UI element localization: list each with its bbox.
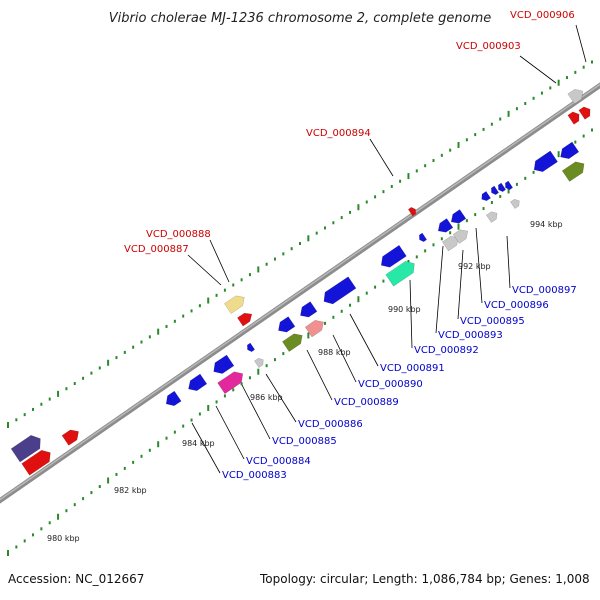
gene-feature xyxy=(323,276,357,305)
gene-feature xyxy=(237,312,253,327)
leader-line xyxy=(575,24,587,63)
gene-feature xyxy=(407,207,416,217)
gene-feature xyxy=(485,211,498,223)
chromosome-backbone xyxy=(0,82,600,504)
gene-label: VCD_000889 xyxy=(334,397,399,408)
gene-label: VCD_000897 xyxy=(512,285,577,296)
gene-feature xyxy=(481,191,491,202)
gene-feature xyxy=(385,260,415,287)
leader-line xyxy=(506,235,511,289)
gene-feature xyxy=(437,218,454,233)
gene-label: VCD_000903 xyxy=(456,41,521,52)
gene-feature xyxy=(561,161,585,182)
tick-label: 980 kbp xyxy=(47,534,80,543)
gene-feature xyxy=(300,301,318,318)
gene-feature xyxy=(567,111,580,125)
gene-feature xyxy=(188,373,208,391)
gene-feature xyxy=(304,320,324,338)
gene-labels: VCD_000906 VCD_000903 VCD_000894 VCD_000888… xyxy=(124,10,577,481)
leader-line xyxy=(215,405,245,460)
leader-line xyxy=(306,349,333,401)
gene-feature xyxy=(254,357,264,368)
tick-label: 984 kbp xyxy=(182,439,215,448)
leader-line xyxy=(332,334,357,383)
leader-line xyxy=(519,55,557,84)
gene-label: VCD_000887 xyxy=(124,244,189,255)
leader-line xyxy=(187,254,222,286)
gene-label: VCD_000890 xyxy=(358,379,423,390)
gene-feature xyxy=(282,333,303,352)
accession-text: Accession: NC_012667 xyxy=(8,572,145,586)
tick-label: 988 kbp xyxy=(318,348,351,357)
leader-line xyxy=(349,313,379,367)
gene-label: VCD_000893 xyxy=(438,330,503,341)
gene-features xyxy=(10,88,591,476)
gene-label: VCD_000883 xyxy=(222,470,287,481)
gene-feature xyxy=(567,88,584,105)
leader-line xyxy=(191,422,221,474)
gene-feature xyxy=(491,185,500,195)
gene-feature xyxy=(213,354,235,374)
tick-labels: 980 kbp 982 kbp 984 kbp 986 kbp 988 kbp 990 k… xyxy=(47,220,563,543)
tick-label: 994 kbp xyxy=(530,220,563,229)
map-title: Vibrio cholerae MJ-1236 chromosome 2, co… xyxy=(109,11,491,26)
gene-label: VCD_000886 xyxy=(298,419,363,430)
tick-label: 990 kbp xyxy=(388,305,421,314)
gene-label: VCD_000896 xyxy=(484,300,549,311)
leader-line xyxy=(435,245,444,334)
leader-line xyxy=(409,279,413,349)
gene-feature xyxy=(419,232,428,242)
gene-label: VCD_000892 xyxy=(414,345,479,356)
tick-label: 982 kbp xyxy=(114,486,147,495)
gene-feature xyxy=(61,429,79,446)
leader-line xyxy=(475,227,483,304)
chromosome-backbone-highlight xyxy=(0,83,600,501)
gene-feature xyxy=(452,229,469,244)
gene-label: VCD_000895 xyxy=(460,316,525,327)
gene-feature xyxy=(441,236,459,252)
gene-feature xyxy=(247,342,256,352)
gene-feature xyxy=(510,198,520,209)
gene-feature xyxy=(278,316,296,333)
label-leader-lines xyxy=(187,24,587,474)
outer-tick-track xyxy=(7,60,593,428)
gene-feature xyxy=(165,390,182,407)
leader-line xyxy=(209,239,230,283)
leader-line xyxy=(265,373,297,423)
leader-line xyxy=(457,249,464,320)
gene-feature xyxy=(450,209,467,224)
leader-line xyxy=(241,384,271,440)
gene-label: VCD_000885 xyxy=(272,436,337,447)
gene-feature xyxy=(498,182,507,192)
gene-feature xyxy=(560,141,580,159)
gene-label: VCD_000906 xyxy=(510,10,575,21)
gene-feature xyxy=(578,106,591,120)
tick-label: 992 kbp xyxy=(458,262,491,271)
gene-feature xyxy=(505,180,514,190)
gene-label: VCD_000888 xyxy=(146,229,211,240)
gene-label: VCD_000891 xyxy=(380,363,445,374)
gene-feature xyxy=(217,371,244,395)
tick-label: 986 kbp xyxy=(250,393,283,402)
leader-line xyxy=(369,138,394,177)
gene-feature xyxy=(21,449,51,476)
gene-feature xyxy=(380,244,407,268)
gene-label: VCD_000894 xyxy=(306,128,371,139)
genome-summary-text: Topology: circular; Length: 1,086,784 bp… xyxy=(260,572,590,586)
gene-label: VCD_000884 xyxy=(246,456,311,467)
gene-feature xyxy=(224,295,245,314)
gene-feature xyxy=(533,150,558,172)
gene-feature xyxy=(10,435,41,463)
